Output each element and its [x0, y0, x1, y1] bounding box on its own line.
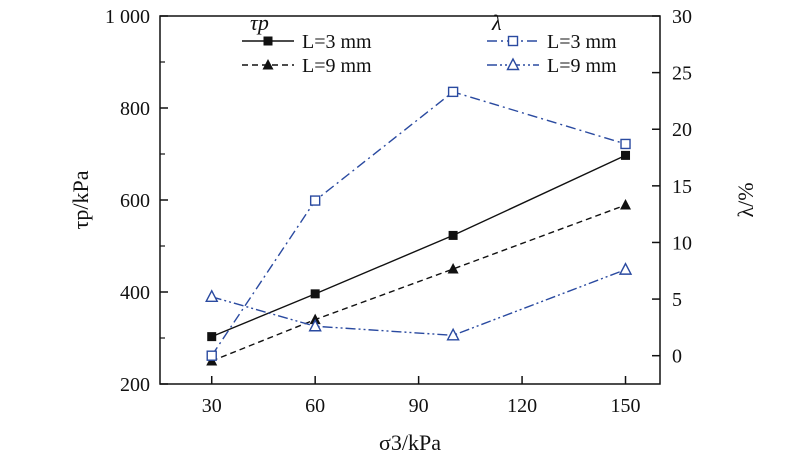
data-point: [308, 318, 322, 332]
data-point: [448, 230, 458, 240]
y-right-tick-label: 15: [672, 176, 692, 198]
x-tick-label: 150: [611, 395, 641, 417]
data-point: [446, 327, 460, 341]
series-lambda-3mm: [206, 86, 631, 361]
series-line: [211, 268, 626, 337]
y-right-tick-label: 10: [672, 232, 692, 254]
y-right-tick-label: 30: [672, 6, 692, 28]
data-point: [207, 332, 217, 342]
y-right-tick-label: 25: [672, 63, 692, 85]
x-axis-title: σ3/kPa: [379, 430, 441, 455]
y-left-tick-label: 400: [120, 282, 150, 304]
legend-marker: [262, 59, 274, 70]
legend-group-tau-title: τp: [250, 10, 269, 35]
series-lambda-9mm: [205, 262, 633, 341]
y-axis-left-title: τp/kPa: [68, 170, 93, 229]
y-right-tick-label: 5: [672, 289, 682, 311]
x-tick-label: 120: [507, 395, 537, 417]
series-line: [211, 154, 626, 338]
x-tick-label: 60: [305, 395, 325, 417]
y-left-tick-label: 1 000: [105, 6, 150, 28]
legend-label: L=9 mm: [547, 55, 617, 77]
data-point: [618, 262, 633, 275]
series-line: [211, 204, 626, 362]
data-point: [309, 195, 321, 206]
x-tick-label: 30: [202, 395, 222, 417]
y-left-tick-label: 600: [120, 190, 150, 212]
x-tick-label: 90: [409, 395, 429, 417]
data-point: [620, 138, 631, 150]
y-left-tick-label: 200: [120, 374, 150, 396]
legend-marker: [507, 35, 519, 47]
data-point: [206, 350, 217, 361]
data-point: [310, 289, 320, 299]
data-point: [621, 150, 631, 160]
series-line: [211, 91, 626, 357]
legend-label: L=3 mm: [547, 31, 617, 53]
data-point: [205, 289, 219, 303]
data-point: [620, 199, 632, 210]
legend-label: L=3 mm: [302, 31, 372, 53]
legend-label: L=9 mm: [302, 55, 372, 77]
legend-marker: [506, 57, 520, 71]
legend-group-lambda-title: λ: [491, 10, 502, 35]
y-left-tick-label: 800: [120, 98, 150, 120]
series-tau-9mm: [206, 199, 632, 366]
y-right-tick-label: 0: [672, 346, 682, 368]
data-point: [447, 263, 459, 274]
legend-marker: [263, 36, 273, 46]
data-point: [447, 86, 459, 98]
y-right-tick-label: 20: [672, 119, 692, 141]
series-tau-3mm: [207, 150, 631, 342]
y-axis-right-title: λ/%: [733, 182, 758, 217]
legend: τp λ L=3 mmL=9 mmL=3 mmL=9 mm: [242, 10, 617, 77]
